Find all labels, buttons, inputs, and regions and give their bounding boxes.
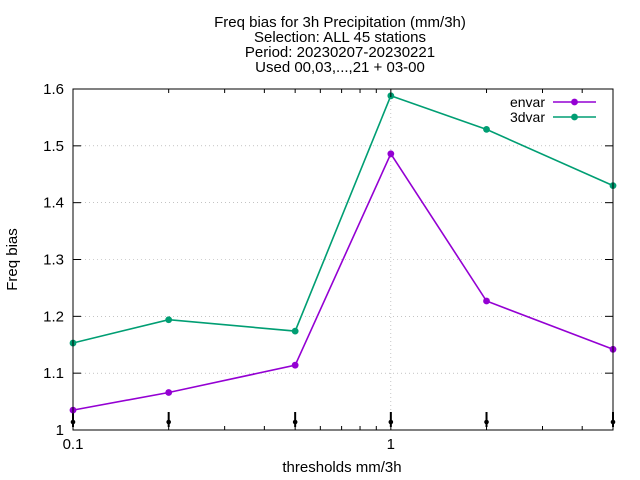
y-tick-label: 1.6	[43, 81, 64, 98]
x-tick-label: 0.1	[63, 436, 84, 453]
threshold-marker	[292, 412, 298, 427]
grid	[73, 89, 613, 430]
y-tick-label: 1.2	[43, 308, 64, 325]
threshold-marker	[166, 412, 171, 427]
bottom-markers	[70, 412, 616, 427]
series-line	[72, 94, 614, 344]
title-line-3: Period: 20230207-20230221	[245, 44, 435, 61]
series-layer	[69, 92, 617, 414]
series-line	[72, 152, 614, 411]
legend-label: envar	[510, 94, 545, 110]
data-point	[483, 297, 490, 305]
series-envar	[69, 150, 617, 414]
title-line-2: Selection: ALL 45 stations	[254, 29, 426, 46]
legend-entry: 3dvar	[510, 109, 596, 125]
data-point	[483, 125, 490, 133]
series-3dvar	[69, 92, 617, 347]
threshold-marker	[484, 412, 489, 427]
data-point	[165, 389, 173, 396]
data-point	[291, 327, 299, 335]
chart-title: Freq bias for 3h Precipitation (mm/3h) S…	[214, 14, 466, 76]
legend-entry: envar	[510, 94, 596, 110]
y-tick-label: 1.1	[43, 365, 64, 382]
axis-ticks: 11.11.21.31.41.51.60.1 1	[43, 81, 613, 453]
title-line-4: Used 00,03,...,21 + 03-00	[255, 59, 425, 76]
y-tick-label: 1.4	[43, 195, 64, 212]
title-line-1: Freq bias for 3h Precipitation (mm/3h)	[214, 14, 466, 31]
x-tick-label: 1	[387, 436, 395, 453]
x-axis-label: thresholds mm/3h	[282, 459, 401, 476]
legend-marker	[571, 98, 578, 106]
legend-label: 3dvar	[510, 109, 545, 125]
y-tick-label: 1.3	[43, 252, 64, 269]
y-tick-label: 1.5	[43, 138, 64, 155]
data-point	[291, 361, 299, 369]
data-point	[387, 150, 395, 158]
y-tick-label: 1	[56, 422, 64, 439]
data-point	[165, 316, 173, 324]
y-axis-label: Freq bias	[4, 228, 21, 291]
legend-marker	[571, 113, 578, 121]
